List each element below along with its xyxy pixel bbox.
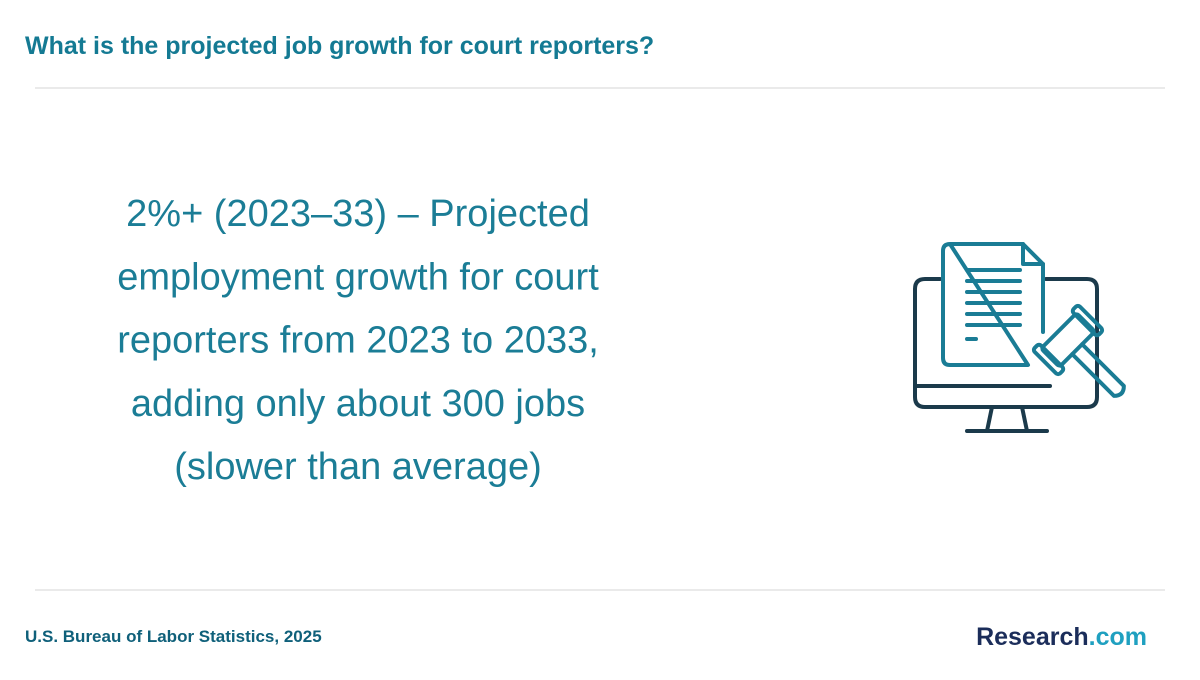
logo: Research.com	[976, 623, 1147, 651]
statement-line: 2%+ (2023–33) – Projected	[126, 193, 590, 235]
statement-line: reporters from 2023 to 2033,	[117, 320, 599, 362]
statement-line: (slower than average)	[174, 446, 542, 488]
logo-name: Research	[976, 623, 1089, 651]
title: What is the projected job growth for cou…	[25, 32, 654, 60]
court-icon	[913, 242, 1126, 433]
statement-line: employment growth for court	[117, 256, 599, 298]
logo-domain: .com	[1089, 623, 1147, 651]
statement: 2%+ (2023–33) – Projected employment grow…	[117, 193, 599, 488]
source: U.S. Bureau of Labor Statistics, 2025	[25, 627, 322, 646]
statement-line: adding only about 300 jobs	[131, 383, 585, 425]
